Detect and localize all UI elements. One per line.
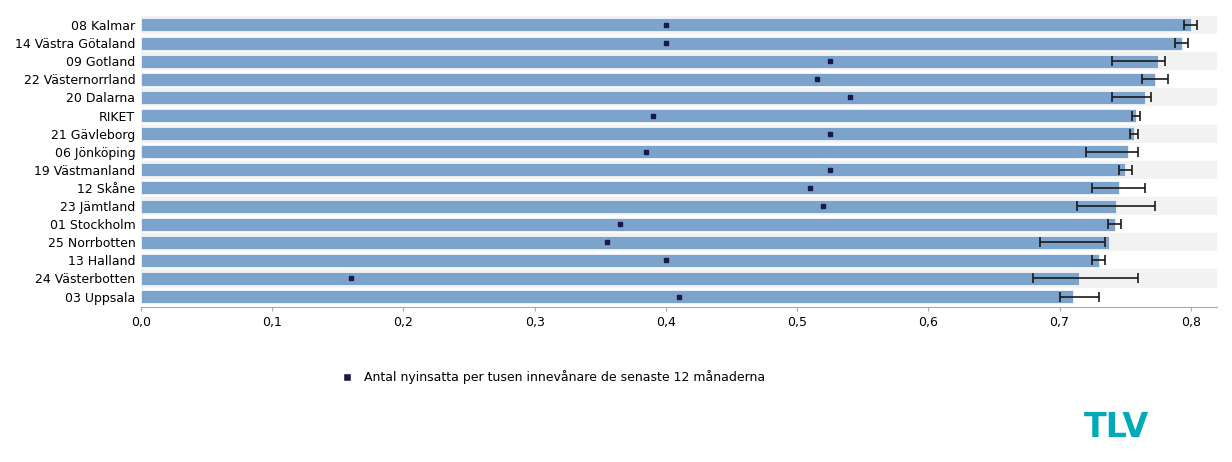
Bar xyxy=(140,70,1217,88)
Bar xyxy=(140,182,1119,195)
Bar xyxy=(140,55,1158,68)
Bar xyxy=(140,52,1217,70)
Bar xyxy=(140,179,1217,197)
Bar xyxy=(140,163,1125,176)
Bar xyxy=(140,161,1217,179)
Bar xyxy=(140,200,1116,213)
Bar xyxy=(140,16,1217,34)
Legend: Antal nyinsatta per tusen innevånare de senaste 12 månaderna: Antal nyinsatta per tusen innevånare de … xyxy=(329,365,770,389)
Bar xyxy=(140,215,1217,233)
Bar xyxy=(140,109,1136,122)
Bar xyxy=(140,73,1156,86)
Bar xyxy=(140,125,1217,143)
Bar xyxy=(140,106,1217,125)
Bar xyxy=(140,34,1217,52)
Bar xyxy=(140,36,1181,49)
Bar xyxy=(140,127,1135,140)
Bar xyxy=(140,88,1217,106)
Bar xyxy=(140,91,1145,104)
Bar xyxy=(140,143,1217,161)
Bar xyxy=(140,218,1115,231)
Bar xyxy=(140,251,1217,269)
Bar xyxy=(140,287,1217,306)
Bar xyxy=(140,197,1217,215)
Bar xyxy=(140,145,1127,158)
Bar xyxy=(140,18,1191,31)
Bar xyxy=(140,269,1217,287)
Bar xyxy=(140,272,1079,285)
Bar xyxy=(140,236,1109,249)
Bar xyxy=(140,290,1073,303)
Bar xyxy=(140,254,1099,267)
Text: TLV: TLV xyxy=(1084,411,1149,444)
Bar xyxy=(140,233,1217,251)
